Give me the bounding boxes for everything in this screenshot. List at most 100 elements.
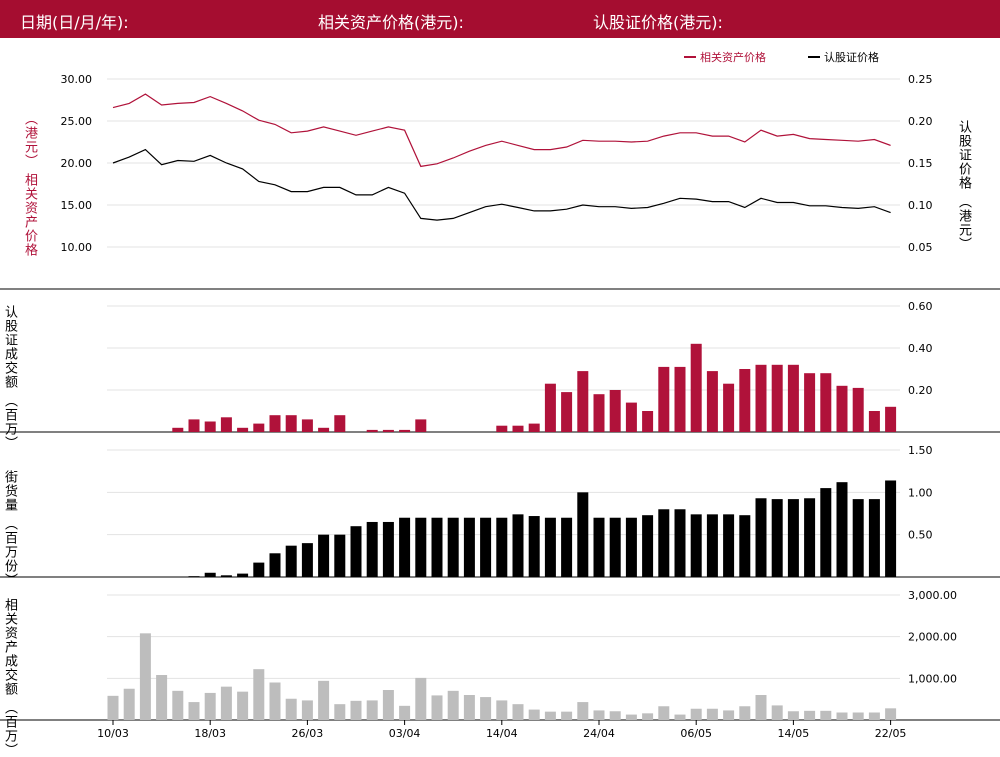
warrant-turnover-axis-label-unit: （百万） <box>2 394 17 451</box>
asset-turnover-bar <box>301 700 313 720</box>
asset-turnover-bar <box>350 700 362 720</box>
warrant-turnover-bar <box>415 419 427 432</box>
outstanding-bar <box>836 482 848 577</box>
asset-turnover-bar <box>771 705 783 720</box>
outstanding-bar <box>512 514 524 577</box>
asset-turnover-bar <box>625 714 637 720</box>
warrant-turnover-bar <box>318 427 330 432</box>
outstanding-bar <box>544 517 556 577</box>
asset-turnover-bar <box>739 706 751 720</box>
x-tick-label: 26/03 <box>292 727 324 740</box>
outstanding-bar <box>463 517 475 577</box>
asset-turnover-bar <box>852 712 864 720</box>
asset-turnover-bar <box>204 692 216 720</box>
outstanding-bar <box>528 516 540 577</box>
warrant-turnover-bar <box>237 427 249 432</box>
asset-turnover-bar <box>804 710 816 720</box>
asset-turnover-bar <box>172 690 184 720</box>
asset-turnover-bar <box>690 708 702 720</box>
asset-turnover-bar <box>885 708 897 720</box>
price-left-tick-label: 30.00 <box>61 73 93 86</box>
asset-turnover-bar <box>480 697 492 720</box>
warrant-turnover-tick-label: 0.40 <box>908 342 933 355</box>
legend-warrant-label: 认股证价格 <box>824 50 879 64</box>
asset-price-line <box>112 93 891 168</box>
asset-price-axis-label-text: 相关资产价格 <box>22 173 37 258</box>
outstanding-bar <box>382 521 394 577</box>
asset-turnover-bar <box>463 695 475 720</box>
warrant-turnover-bar <box>544 383 556 432</box>
warrant-turnover-bar <box>172 427 184 432</box>
asset-turnover-bar <box>755 695 767 720</box>
asset-turnover-bar <box>674 714 686 720</box>
price-right-tick-label: 0.15 <box>908 157 933 170</box>
outstanding-bar <box>755 498 767 577</box>
asset-turnover-bar <box>496 700 508 720</box>
asset-turnover-bar <box>868 712 880 720</box>
outstanding-bar <box>301 543 313 577</box>
header-bar: 日期(日/月/年): 相关资产价格(港元): 认股证价格(港元): <box>0 0 1000 38</box>
asset-turnover-bar <box>237 691 249 720</box>
warrant-turnover-bar <box>820 373 832 432</box>
price-right-tick-label: 0.25 <box>908 73 933 86</box>
asset-price-axis-label-unit: （港元） <box>22 112 37 168</box>
asset-turnover-bar <box>285 698 297 720</box>
warrant-turnover-bar <box>739 369 751 432</box>
outstanding-bar <box>399 517 411 577</box>
warrant-turnover-bar <box>593 394 605 432</box>
warrant-turnover-bar <box>269 415 281 432</box>
warrant-turnover-bar <box>674 366 686 432</box>
outstanding-axis-label: 街货量 （百万份） <box>2 470 17 587</box>
outstanding-bar <box>820 488 832 577</box>
outstanding-bar <box>690 514 702 577</box>
warrant-turnover-bar <box>868 411 880 432</box>
x-tick-label: 22/05 <box>875 727 907 740</box>
outstanding-bar <box>480 517 492 577</box>
price-left-tick-label: 25.00 <box>61 115 93 128</box>
outstanding-bar <box>885 480 897 577</box>
outstanding-bar <box>188 576 200 577</box>
outstanding-bar <box>739 515 751 577</box>
outstanding-bar <box>804 498 816 577</box>
x-tick-label: 18/03 <box>194 727 226 740</box>
asset-turnover-bar <box>609 711 621 720</box>
outstanding-bar <box>366 521 378 577</box>
outstanding-bar <box>334 534 346 577</box>
outstanding-bar <box>253 562 265 577</box>
asset-turnover-bar <box>220 686 232 720</box>
warrant-price-line <box>112 148 891 221</box>
asset-turnover-bar <box>642 713 654 720</box>
outstanding-tick-label: 1.00 <box>908 486 933 499</box>
price-right-tick-label: 0.10 <box>908 199 933 212</box>
outstanding-bar <box>447 517 459 577</box>
asset-turnover-bar <box>334 704 346 720</box>
asset-turnover-bar <box>318 680 330 720</box>
warrant-turnover-axis-label: 认股证成交额 （百万） <box>2 305 17 451</box>
asset-turnover-bar <box>139 633 151 720</box>
outstanding-bar <box>237 573 249 577</box>
asset-turnover-bar <box>188 702 200 720</box>
outstanding-bar <box>285 545 297 577</box>
asset-turnover-bar <box>723 710 735 720</box>
asset-turnover-bar <box>658 706 670 720</box>
asset-turnover-bar <box>787 711 799 720</box>
warrant-turnover-bar <box>642 411 654 432</box>
warrant-turnover-axis-label-text: 认股证成交额 <box>2 305 17 389</box>
outstanding-bar <box>787 499 799 577</box>
price-right-tick-label: 0.05 <box>908 241 933 254</box>
warrant-turnover-bar <box>204 421 216 432</box>
outstanding-tick-label: 0.50 <box>908 529 933 542</box>
asset-price-axis-label: （港元） 相关资产价格 <box>22 112 37 258</box>
asset-turnover-bar <box>820 710 832 720</box>
asset-turnover-bar <box>107 695 119 720</box>
legend-asset-label: 相关资产价格 <box>700 50 766 64</box>
asset-turnover-bar <box>399 705 411 720</box>
warrant-turnover-bar <box>787 364 799 432</box>
x-tick-label: 14/04 <box>486 727 518 740</box>
warrant-turnover-bar <box>625 402 637 432</box>
asset-turnover-bar <box>431 695 443 720</box>
asset-turnover-axis-label: 相关资产成交额 （百万） <box>2 598 17 757</box>
outstanding-bar <box>431 517 443 577</box>
asset-turnover-bar <box>447 690 459 720</box>
outstanding-bar <box>593 517 605 577</box>
